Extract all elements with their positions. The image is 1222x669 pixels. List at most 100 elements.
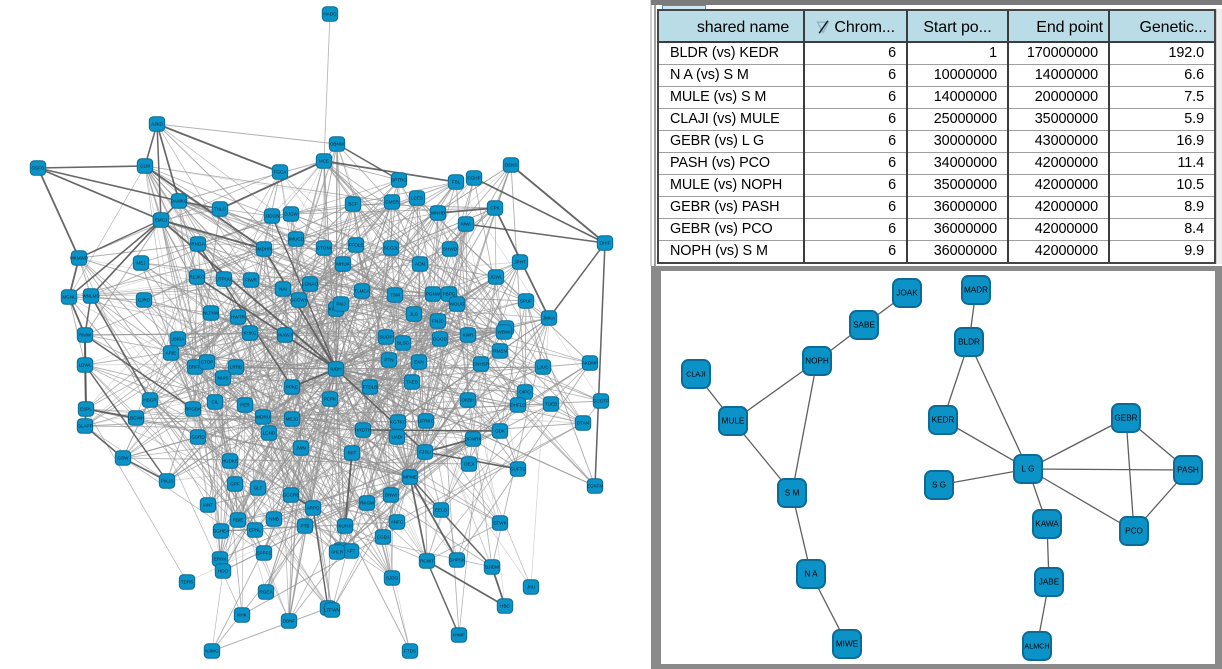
svg-text:RGEA: RGEA xyxy=(259,590,273,595)
svg-text:LDWL: LDWL xyxy=(79,363,92,368)
svg-text:IMDHR: IMDHR xyxy=(256,247,272,252)
svg-text:WNLMD: WNLMD xyxy=(82,294,100,299)
svg-text:FTDS: FTDS xyxy=(404,649,416,654)
svg-text:MPME: MPME xyxy=(403,475,417,480)
svg-text:KEDR: KEDR xyxy=(932,416,955,425)
svg-text:HWTR: HWTR xyxy=(231,315,245,320)
svg-text:LTFWN: LTFWN xyxy=(324,608,339,613)
svg-text:L G: L G xyxy=(1022,465,1035,474)
svg-text:PTB: PTB xyxy=(301,524,310,529)
svg-text:CGDJ: CGDJ xyxy=(377,535,390,540)
svg-text:ANFC: ANFC xyxy=(391,520,404,525)
svg-text:JTPUU: JTPUU xyxy=(217,277,232,282)
svg-text:FTDLB: FTDLB xyxy=(363,385,378,390)
svg-text:GEBR: GEBR xyxy=(1114,414,1137,423)
svg-text:DRFN: DRFN xyxy=(189,365,202,370)
svg-text:OIPO: OIPO xyxy=(519,390,531,395)
svg-text:CIL: CIL xyxy=(211,400,219,405)
svg-text:EELO: EELO xyxy=(435,508,448,513)
svg-text:S M: S M xyxy=(785,489,800,498)
svg-text:FIWR: FIWR xyxy=(245,278,257,283)
svg-text:NJWG: NJWG xyxy=(205,649,219,654)
svg-text:JABE: JABE xyxy=(1039,578,1060,587)
svg-text:KWR: KWR xyxy=(463,333,474,338)
svg-text:RKGM: RKGM xyxy=(360,501,374,506)
svg-text:CMER: CMER xyxy=(385,200,399,205)
svg-text:HBGR: HBGR xyxy=(143,398,157,403)
svg-text:OSNS: OSNS xyxy=(504,163,517,168)
svg-text:NUIS: NUIS xyxy=(218,376,229,381)
svg-text:OBNW: OBNW xyxy=(330,142,345,147)
svg-text:GGHEA: GGHEA xyxy=(213,529,231,534)
svg-text:IUDH: IUDH xyxy=(330,367,341,372)
svg-text:CTONI: CTONI xyxy=(317,246,331,251)
svg-text:DGOD: DGOD xyxy=(433,337,447,342)
svg-text:SHWD: SHWD xyxy=(443,247,458,252)
svg-text:HBC: HBC xyxy=(500,604,510,609)
svg-text:PCPK: PCPK xyxy=(324,397,337,402)
svg-text:RCWT: RCWT xyxy=(420,559,434,564)
svg-text:TLMCA: TLMCA xyxy=(354,289,371,294)
svg-text:ARPO: ARPO xyxy=(306,506,319,511)
svg-text:WNHD: WNHD xyxy=(431,211,446,216)
svg-text:NNB: NNB xyxy=(269,517,279,522)
svg-text:BNWI: BNWI xyxy=(385,493,397,498)
svg-text:JSKIA: JSKIA xyxy=(172,337,186,342)
svg-text:MGNL: MGNL xyxy=(62,295,76,300)
svg-text:BPTRG: BPTRG xyxy=(391,178,407,183)
svg-text:SJDG: SJDG xyxy=(386,576,399,581)
svg-text:FFOLE: FFOLE xyxy=(349,243,364,248)
svg-text:DTAN: DTAN xyxy=(577,421,589,426)
svg-text:HADG: HADG xyxy=(323,12,337,17)
svg-text:SPUF: SPUF xyxy=(520,299,532,304)
svg-text:GCCRB: GCCRB xyxy=(283,493,300,498)
svg-text:CPK: CPK xyxy=(490,206,500,211)
svg-text:JLG: JLG xyxy=(410,312,419,317)
svg-text:IHWF: IHWF xyxy=(453,633,465,638)
svg-text:MWI: MWI xyxy=(461,222,470,227)
svg-text:EFWK: EFWK xyxy=(493,521,507,526)
svg-text:UFWRK: UFWRK xyxy=(465,437,483,442)
svg-text:OSFO: OSFO xyxy=(31,166,44,171)
svg-text:PASH: PASH xyxy=(1177,466,1199,475)
svg-text:N A: N A xyxy=(804,570,818,579)
svg-text:TSM: TSM xyxy=(390,293,400,298)
svg-text:CJRD: CJRD xyxy=(138,298,151,303)
svg-text:LGNAO: LGNAO xyxy=(302,282,319,287)
svg-text:LCES: LCES xyxy=(411,196,423,201)
svg-text:MULE: MULE xyxy=(722,417,745,426)
svg-text:KHKG: KHKG xyxy=(243,331,256,336)
svg-text:MEJG: MEJG xyxy=(286,417,299,422)
svg-text:JMKA: JMKA xyxy=(543,316,556,321)
svg-text:OHIF: OHIF xyxy=(600,241,611,246)
svg-text:OJGW: OJGW xyxy=(284,212,298,217)
svg-text:WBWI: WBWI xyxy=(497,330,510,335)
svg-text:S G: S G xyxy=(932,481,946,490)
svg-text:FNJD: FNJD xyxy=(432,319,444,324)
svg-text:LJUC: LJUC xyxy=(537,365,549,370)
svg-text:AJKD: AJKD xyxy=(151,122,163,127)
svg-text:NOPH: NOPH xyxy=(805,357,829,366)
svg-text:DHFLD: DHFLD xyxy=(510,403,526,408)
svg-text:TOEB: TOEB xyxy=(545,402,557,407)
svg-text:AFT: AFT xyxy=(347,549,356,554)
svg-text:JWM: JWM xyxy=(296,446,307,451)
svg-text:EMCJ: EMCJ xyxy=(155,218,168,223)
svg-text:JJDGN: JJDGN xyxy=(265,214,280,219)
svg-text:KGTKC: KGTKC xyxy=(390,420,407,425)
svg-text:AKDMP: AKDMP xyxy=(582,361,598,366)
svg-text:GSRD: GSRD xyxy=(191,435,205,440)
svg-text:TDRS: TDRS xyxy=(181,580,194,585)
svg-text:CLAJI: CLAJI xyxy=(686,370,706,379)
svg-text:GPF: GPF xyxy=(230,482,240,487)
svg-text:EKN: EKN xyxy=(414,360,423,365)
svg-text:DBNF: DBNF xyxy=(283,619,296,624)
svg-text:RNIW: RNIW xyxy=(79,333,92,338)
svg-text:FGCA: FGCA xyxy=(274,170,288,175)
svg-text:GHPSK: GHPSK xyxy=(449,558,466,563)
svg-text:RPGBK: RPGBK xyxy=(185,407,202,412)
svg-text:EPPFE: EPPFE xyxy=(256,551,271,556)
svg-text:SUOP: SUOP xyxy=(379,335,392,340)
svg-text:GCCWH: GCCWH xyxy=(290,298,308,303)
svg-text:DAMKG: DAMKG xyxy=(171,199,188,204)
